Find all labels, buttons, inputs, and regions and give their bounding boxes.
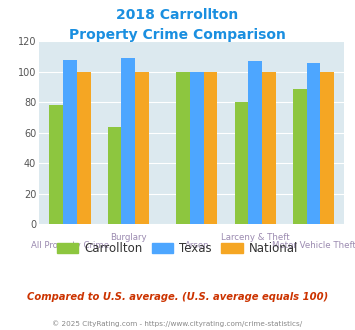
Bar xyxy=(262,72,276,224)
Bar xyxy=(108,127,121,224)
Text: Motor Vehicle Theft: Motor Vehicle Theft xyxy=(272,241,355,250)
Legend: Carrollton, Texas, National: Carrollton, Texas, National xyxy=(53,237,302,260)
Text: 2018 Carrollton: 2018 Carrollton xyxy=(116,8,239,22)
Text: Arson: Arson xyxy=(185,241,209,250)
Bar xyxy=(176,72,190,224)
Bar xyxy=(135,72,149,224)
Text: Property Crime Comparison: Property Crime Comparison xyxy=(69,28,286,42)
Bar xyxy=(320,72,334,224)
Bar xyxy=(204,72,217,224)
Bar xyxy=(248,61,262,224)
Text: © 2025 CityRating.com - https://www.cityrating.com/crime-statistics/: © 2025 CityRating.com - https://www.city… xyxy=(53,320,302,327)
Text: Compared to U.S. average. (U.S. average equals 100): Compared to U.S. average. (U.S. average … xyxy=(27,292,328,302)
Bar xyxy=(121,58,135,224)
Bar xyxy=(307,63,320,224)
Text: All Property Crime: All Property Crime xyxy=(31,241,109,250)
Bar xyxy=(235,102,248,224)
Bar xyxy=(293,88,307,224)
Bar xyxy=(49,105,63,224)
Bar xyxy=(190,72,204,224)
Text: Larceny & Theft: Larceny & Theft xyxy=(221,233,289,242)
Bar xyxy=(77,72,91,224)
Text: Burglary: Burglary xyxy=(110,233,147,242)
Bar xyxy=(63,59,77,224)
